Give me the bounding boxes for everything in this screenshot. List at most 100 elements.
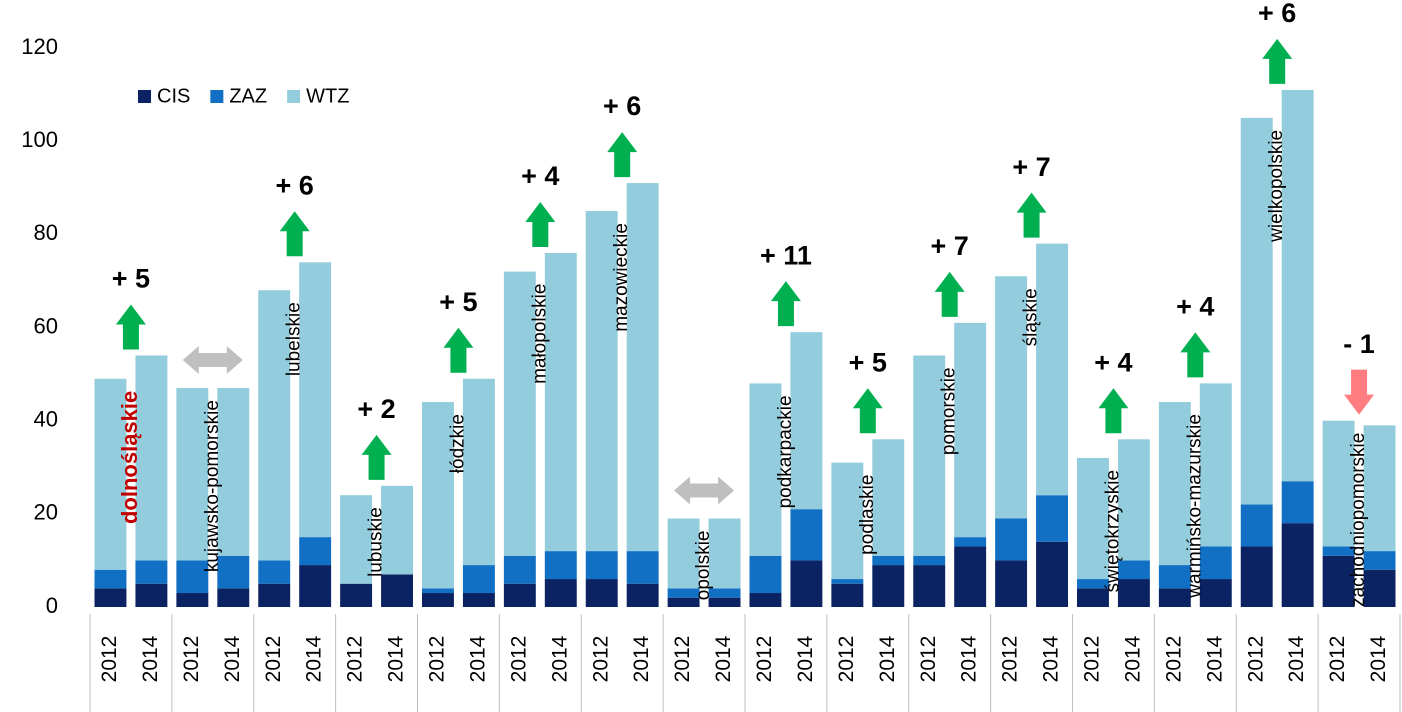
no-change-arrow [182,346,243,375]
x-tick-label: 2014 [1121,635,1144,682]
x-tick-label: 2014 [1040,635,1063,682]
bar-segment [954,537,987,547]
bar-segment [381,574,413,607]
bar-segment [462,593,495,607]
bar-segment [1281,481,1314,524]
bar-segment [1363,551,1396,570]
bar-segment [1363,569,1396,607]
bar-segment [340,495,373,584]
up-arrow [279,211,310,257]
bar-segment [1077,579,1109,589]
up-arrow [115,304,146,350]
region-label: mazowieckie [611,223,632,332]
y-tick-label: 100 [21,127,58,152]
up-arrow [1180,332,1211,378]
bar-segment [1117,439,1150,561]
bar-segment [995,276,1028,519]
up-arrow [443,327,474,373]
down-arrow [1344,369,1375,415]
bar-segment [299,537,332,566]
x-tick-label: 2014 [221,635,244,682]
bar-segment [995,518,1028,561]
x-tick-label: 2012 [262,636,285,683]
bar-segment [462,378,495,566]
bar-segment [94,588,127,607]
change-label: + 5 [849,347,887,377]
x-tick-label: 2014 [466,635,489,682]
bar-segment [872,565,905,607]
bar-segment [1240,504,1273,547]
region-label: podlaskie [857,475,878,555]
bar-segment [176,593,209,607]
bar-segment [872,439,905,556]
x-tick-label: 2014 [630,635,653,682]
x-tick-label: 2012 [1244,636,1267,683]
bar-segment [626,183,659,552]
bar-segment [585,551,618,580]
bar-segment [913,555,946,566]
x-tick-label: 2014 [385,635,408,682]
bar-segment [422,588,454,594]
region-label: lubuskie [366,507,387,577]
bar-segment [258,583,291,607]
y-tick-label: 0 [46,593,58,618]
bar-segment [749,555,782,594]
region-label: opolskie [693,530,714,600]
bar-segment [1158,565,1191,589]
bar-segment [708,518,741,589]
bar-segment [995,560,1028,607]
bar-segment [749,593,782,607]
bar-segment [1036,243,1068,496]
bar-segment [544,551,577,580]
x-tick-label: 2014 [712,635,735,682]
x-tick-label: 2014 [139,635,162,682]
bar-segment [1322,420,1355,547]
bar-segment [749,383,782,556]
change-label: + 6 [603,91,641,121]
bar-segment [135,355,168,561]
y-tick-label: 80 [34,220,58,245]
change-label: + 7 [1012,152,1050,182]
bar-segment [1117,579,1150,607]
bar-segment [790,509,823,561]
legend-swatch [210,90,224,103]
x-tick-label: 2012 [917,636,940,683]
y-tick-label: 20 [34,500,58,525]
change-label: + 4 [1094,347,1132,377]
bar-segment [544,579,577,607]
bar-segment [1281,89,1314,482]
bar-segment [1036,495,1068,542]
bar-segment [667,597,700,607]
x-tick-label: 2014 [794,635,817,682]
bar-segment [913,565,946,607]
region-label: łódzkie [447,414,468,473]
x-tick-label: 2014 [958,635,981,682]
bar-segment [503,271,536,556]
bar-segment [503,583,536,607]
x-tick-label: 2012 [671,636,694,683]
bar-segment [913,355,946,556]
bar-segment [503,555,536,584]
bar-segment [585,579,618,607]
x-tick-label: 2012 [753,636,776,683]
bar-segment [340,583,373,607]
up-arrow [770,281,801,327]
bar-segment [626,583,659,607]
change-label: + 5 [439,287,477,317]
legend-swatch [138,90,151,103]
up-arrow [361,434,392,480]
bar-segment [462,565,495,594]
bar-segment [872,555,905,566]
change-label: + 2 [357,394,395,424]
bar-segment [954,546,987,607]
x-tick-label: 2012 [507,636,530,683]
bar-segment [176,388,209,561]
bar-segment [1077,457,1109,580]
bar-segment [1322,555,1355,607]
bar-segment [299,262,332,538]
bar-segment [585,211,618,552]
region-label: kujawsko-pomorskie [202,400,223,572]
change-label: + 11 [760,240,812,270]
bar-segment [1281,523,1314,607]
y-tick-label: 40 [34,406,58,431]
